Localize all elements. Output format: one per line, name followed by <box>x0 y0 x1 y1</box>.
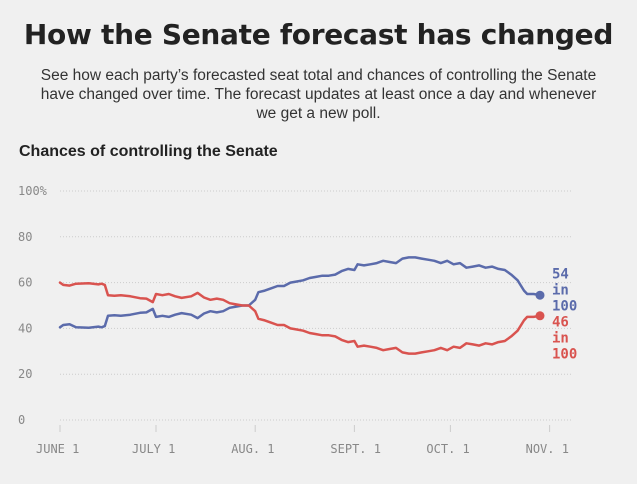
page-subtitle: See how each party’s forecasted seat tot… <box>0 66 637 123</box>
subtitle-line: have changed over time. The forecast upd… <box>40 86 597 103</box>
x-axis-ticks: JUNE 1 JULY 1 AUG. 1 SEPT. 1 OCT. 1 NOV. 1 <box>36 425 569 456</box>
series-line-1 <box>58 281 542 355</box>
series-end-label-0: in <box>552 282 569 298</box>
y-tick-label: 80 <box>18 230 32 244</box>
subtitle-line: we get a new poll. <box>256 105 381 122</box>
series-lines <box>58 256 545 355</box>
x-tick-label: SEPT. 1 <box>330 442 381 456</box>
series-end-label-1: 100 <box>552 347 577 363</box>
y-tick-label: 0 <box>18 413 25 427</box>
x-tick-label: JUNE 1 <box>36 442 79 456</box>
x-tick-label: AUG. 1 <box>231 442 274 456</box>
x-tick-label: OCT. 1 <box>426 442 469 456</box>
grid-lines: 0 20 40 60 80 100% <box>18 184 572 427</box>
y-tick-label: 60 <box>18 276 32 290</box>
x-tick-label: NOV. 1 <box>526 442 569 456</box>
series-end-dot-0 <box>535 290 545 300</box>
series-end-dot-1 <box>535 311 545 321</box>
y-tick-label: 100% <box>18 184 48 198</box>
x-tick-label: JULY 1 <box>132 442 175 456</box>
series-end-label-0: 54 <box>552 266 569 282</box>
series-line-0 <box>58 256 542 329</box>
subtitle-line: See how each party’s forecasted seat tot… <box>40 67 597 84</box>
chart-title: Chances of controlling the Senate <box>19 143 278 160</box>
series-end-label-1: 46 <box>552 315 569 331</box>
y-tick-label: 20 <box>18 367 32 381</box>
page-title: How the Senate forecast has changed <box>23 18 614 51</box>
series-end-label-1: in <box>552 331 569 347</box>
y-tick-label: 40 <box>18 321 32 335</box>
series-end-label-0: 100 <box>552 298 577 314</box>
